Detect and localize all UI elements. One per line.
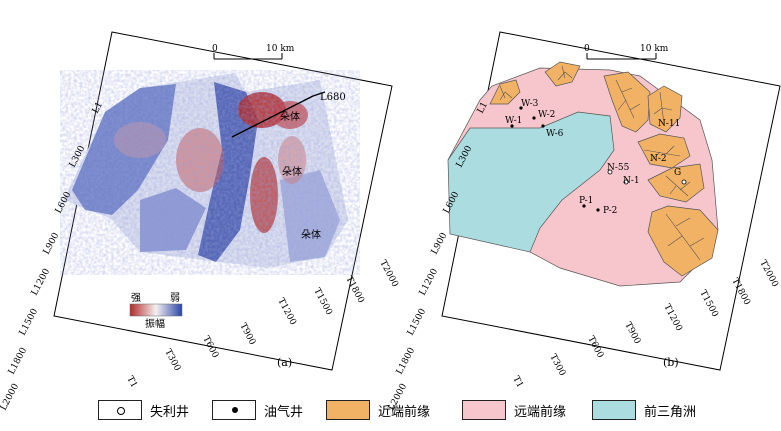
svg-text:L1: L1 bbox=[476, 100, 490, 115]
proximal-front-fan bbox=[647, 163, 705, 203]
svg-text:T300: T300 bbox=[547, 353, 567, 378]
svg-text:T2000: T2000 bbox=[377, 259, 400, 289]
prodelta-swatch bbox=[592, 400, 636, 420]
failed-well-symbol bbox=[98, 400, 142, 420]
failed-well bbox=[681, 179, 687, 185]
svg-text:L1800: L1800 bbox=[7, 346, 30, 376]
well-label: W-6 bbox=[546, 129, 564, 139]
panel-b-caption: (b) bbox=[663, 356, 679, 369]
lobe-label: 朵体 bbox=[301, 229, 321, 241]
well-label: P-1 bbox=[579, 196, 593, 206]
svg-text:10 km: 10 km bbox=[266, 44, 295, 54]
well-label: N-11 bbox=[658, 119, 680, 129]
svg-text:0: 0 bbox=[584, 44, 590, 54]
oil-gas-well bbox=[532, 116, 536, 120]
panel-b-scale-bar: 0 10 km bbox=[584, 44, 669, 60]
svg-text:T1200: T1200 bbox=[275, 297, 298, 327]
well-label: N-55 bbox=[607, 163, 630, 173]
svg-text:L1500: L1500 bbox=[18, 307, 41, 337]
svg-text:T300: T300 bbox=[162, 348, 182, 373]
well-label: W-3 bbox=[521, 99, 539, 109]
proximal-front-swatch bbox=[326, 400, 370, 420]
amplitude-colorbar: 强 弱 振幅 bbox=[129, 292, 183, 330]
lobe-label: 朵体 bbox=[280, 111, 300, 123]
proximal-front-fan bbox=[603, 71, 651, 133]
svg-text:T900: T900 bbox=[237, 322, 257, 347]
well-label: W-2 bbox=[538, 110, 555, 120]
svg-text:L900: L900 bbox=[42, 231, 62, 256]
well-label: N-2 bbox=[650, 154, 667, 164]
svg-text:T1500: T1500 bbox=[697, 289, 720, 319]
oil-gas-well bbox=[541, 124, 545, 128]
well-label: P-2 bbox=[603, 206, 617, 216]
svg-text:L900: L900 bbox=[430, 231, 450, 256]
panel-a-scale-bar: 0 10 km bbox=[212, 44, 295, 60]
svg-text:T1: T1 bbox=[510, 375, 524, 390]
proximal-front-fan bbox=[544, 61, 581, 87]
svg-text:L1200: L1200 bbox=[30, 267, 53, 297]
svg-text:弱: 弱 bbox=[170, 292, 180, 304]
seismic-amplitude-area bbox=[60, 70, 360, 275]
well-markers: W-3 W-1 W-2 W-6 N-55 N-1 P-1 P-2 N-11 N-… bbox=[505, 99, 687, 216]
panel-a-bottom-ticks: T1 T300 T600 T900 T1200 T1500 T1800 T200… bbox=[124, 259, 400, 390]
oil-gas-well bbox=[519, 106, 523, 110]
prodelta-area bbox=[447, 111, 615, 253]
proximal-front-fan bbox=[647, 205, 719, 277]
failed-well bbox=[623, 179, 629, 185]
svg-text:10 km: 10 km bbox=[640, 44, 669, 54]
lobe-label: 朵体 bbox=[282, 166, 302, 178]
svg-text:T1800: T1800 bbox=[729, 277, 752, 307]
well-label: G bbox=[674, 168, 681, 178]
facies-map bbox=[447, 61, 719, 287]
oil-gas-well-symbol bbox=[212, 400, 256, 420]
svg-text:L1200: L1200 bbox=[418, 267, 441, 297]
line-label-l680: L680 bbox=[320, 92, 346, 103]
oil-gas-well bbox=[582, 204, 586, 208]
svg-text:T900: T900 bbox=[622, 321, 642, 346]
failed-well bbox=[607, 169, 613, 175]
oil-gas-well bbox=[510, 124, 514, 128]
map-legend: 失利井 油气井 近端前缘 远端前缘 前三角洲 bbox=[0, 396, 781, 426]
svg-text:T1: T1 bbox=[124, 375, 138, 390]
well-label: N-1 bbox=[623, 176, 640, 186]
distal-front-swatch bbox=[462, 400, 506, 420]
svg-text:T2000: T2000 bbox=[757, 259, 780, 289]
svg-text:L1: L1 bbox=[91, 100, 105, 115]
proximal-front-fan bbox=[647, 85, 683, 133]
well-label: W-1 bbox=[505, 116, 522, 126]
oil-gas-well bbox=[596, 208, 600, 212]
svg-text:T1500: T1500 bbox=[311, 287, 334, 317]
svg-text:L1800: L1800 bbox=[395, 346, 418, 376]
proximal-front-fan bbox=[637, 133, 691, 169]
svg-text:L1500: L1500 bbox=[406, 307, 429, 337]
svg-text:T1200: T1200 bbox=[661, 303, 684, 333]
svg-text:强: 强 bbox=[131, 292, 141, 304]
svg-text:振幅: 振幅 bbox=[145, 317, 165, 330]
svg-text:0: 0 bbox=[212, 44, 218, 54]
panel-a-caption: (a) bbox=[277, 356, 292, 369]
seismic-line-l680 bbox=[231, 95, 314, 138]
